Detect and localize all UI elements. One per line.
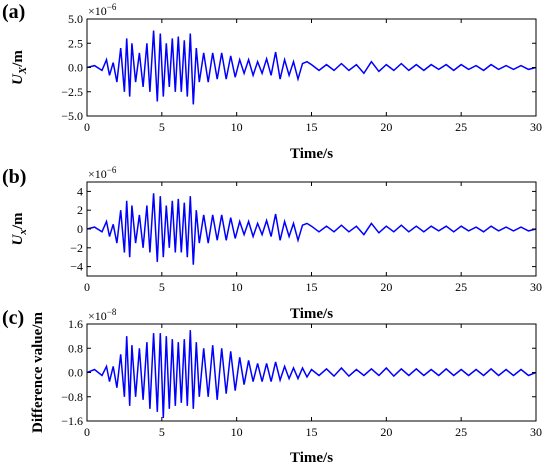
y-axis-label-main: U: [10, 234, 26, 246]
y-tick-label: −2.5: [61, 85, 83, 99]
x-tick-label: 10: [231, 425, 243, 439]
x-tick-label: 30: [530, 280, 542, 294]
y-multiplier: ×10−6: [88, 165, 117, 181]
x-tick-label: 10: [231, 280, 243, 294]
y-axis-label: UX/m: [10, 50, 29, 85]
x-axis-label: Time/s: [290, 146, 333, 162]
x-tick-label: 10: [231, 120, 243, 134]
series-line: [87, 330, 536, 419]
x-tick-label: 20: [380, 425, 392, 439]
x-tick-label: 0: [84, 120, 90, 134]
x-tick-label: 15: [306, 120, 318, 134]
y-tick-label: −4: [70, 260, 83, 274]
y-axis-label-suffix: /m: [10, 50, 26, 68]
y-tick-label: 0.0: [68, 366, 83, 380]
x-tick-label: 20: [380, 280, 392, 294]
panel-label: (c): [2, 307, 24, 329]
y-tick-label: 0.8: [68, 341, 83, 355]
y-axis-label-subscript: x: [17, 229, 29, 236]
y-axis-label-suffix: /m: [10, 212, 26, 230]
y-tick-label: −1.6: [61, 414, 83, 428]
x-axis-label: Time/s: [290, 306, 333, 322]
chart-panel-1: (a) 0 5 10 15 20 25 30 −5.0 −2.5 0.0 2.5 5.0 ×10−6 Tim…: [2, 1, 542, 162]
x-tick-label: 5: [159, 280, 165, 294]
y-tick-label: 4: [77, 184, 83, 198]
x-axis-label: Time/s: [290, 450, 333, 466]
x-tick-label: 0: [84, 425, 90, 439]
x-tick-label: 5: [159, 120, 165, 134]
y-tick-label: −2: [70, 241, 83, 255]
series-line: [87, 30, 536, 105]
x-tick-label: 30: [530, 425, 542, 439]
y-axis-label-main: U: [10, 73, 26, 85]
y-multiplier-exponent: −6: [107, 165, 117, 175]
y-tick-label: 2.5: [68, 36, 83, 50]
y-tick-label: 1.6: [68, 317, 83, 331]
y-tick-label: 2: [77, 203, 83, 217]
y-multiplier: ×10−8: [88, 307, 117, 323]
x-tick-label: 5: [159, 425, 165, 439]
x-tick-label: 0: [84, 280, 90, 294]
y-multiplier: ×10−6: [88, 2, 117, 18]
y-axis-label: Ux/m: [10, 212, 29, 246]
chart-panel-3: (c) 0 5 10 15 20 25 30 −1.6 −0.8 0.0 0.8 1.6 ×10−8 Tim…: [2, 307, 542, 466]
y-tick-label: −5.0: [61, 109, 83, 123]
y-multiplier-exponent: −6: [107, 2, 117, 12]
x-tick-label: 20: [380, 120, 392, 134]
y-tick-label: 5.0: [68, 12, 83, 26]
y-tick-label: 0.0: [68, 61, 83, 75]
y-tick-label: 0: [77, 222, 83, 236]
y-tick-label: −0.8: [61, 390, 83, 404]
panel-label: (a): [2, 1, 25, 23]
x-tick-label: 30: [530, 120, 542, 134]
x-tick-label: 15: [306, 280, 318, 294]
y-axis-label: Difference value/m: [30, 312, 46, 433]
chart-panel-2: (b) 0 5 10 15 20 25 30 −4 −2 0 2 4 ×10−6 Time/s Ux/m: [2, 165, 542, 322]
panel-label: (b): [2, 166, 26, 188]
x-tick-label: 25: [455, 425, 467, 439]
x-tick-label: 15: [306, 425, 318, 439]
x-tick-label: 25: [455, 280, 467, 294]
series-line: [87, 193, 536, 265]
y-multiplier-exponent: −8: [107, 307, 117, 317]
x-tick-label: 25: [455, 120, 467, 134]
y-axis-label-subscript: X: [17, 66, 29, 75]
